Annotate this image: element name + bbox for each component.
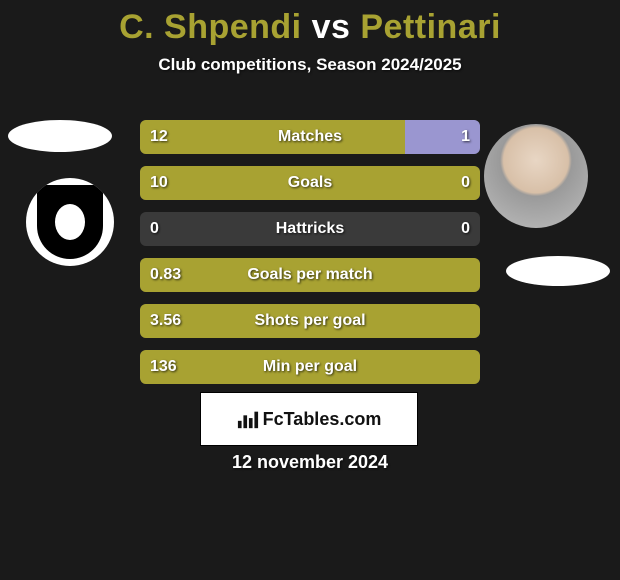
stat-label: Min per goal (140, 358, 480, 376)
date-text: 12 november 2024 (0, 452, 620, 473)
player1-club-badge (26, 178, 114, 266)
stat-row: 121Matches (140, 120, 480, 154)
player2-placeholder-ellipse (506, 256, 610, 286)
bar-chart-icon (237, 409, 259, 429)
comparison-title: C. Shpendi vs Pettinari (0, 0, 620, 47)
stat-label: Shots per goal (140, 312, 480, 330)
player2-avatar (484, 124, 588, 228)
stat-row: 3.56Shots per goal (140, 304, 480, 338)
stat-label: Goals per match (140, 266, 480, 284)
stat-row: 00Hattricks (140, 212, 480, 246)
player1-name: C. Shpendi (119, 8, 302, 46)
vs-text: vs (312, 8, 351, 46)
player2-name: Pettinari (360, 8, 501, 46)
player1-placeholder-ellipse (8, 120, 112, 152)
stat-row: 0.83Goals per match (140, 258, 480, 292)
stat-label: Goals (140, 174, 480, 192)
subtitle: Club competitions, Season 2024/2025 (0, 55, 620, 75)
stat-label: Matches (140, 128, 480, 146)
stats-list: 121Matches 100Goals 00Hattricks 0.83Goals p… (140, 120, 480, 396)
stat-label: Hattricks (140, 220, 480, 238)
club-shield-inner-icon (55, 204, 85, 240)
brand-footer: FcTables.com (200, 392, 418, 446)
brand-logo: FcTables.com (237, 409, 382, 430)
stat-row: 136Min per goal (140, 350, 480, 384)
stat-row: 100Goals (140, 166, 480, 200)
brand-text: FcTables.com (263, 409, 382, 430)
club-shield-icon (37, 185, 103, 259)
